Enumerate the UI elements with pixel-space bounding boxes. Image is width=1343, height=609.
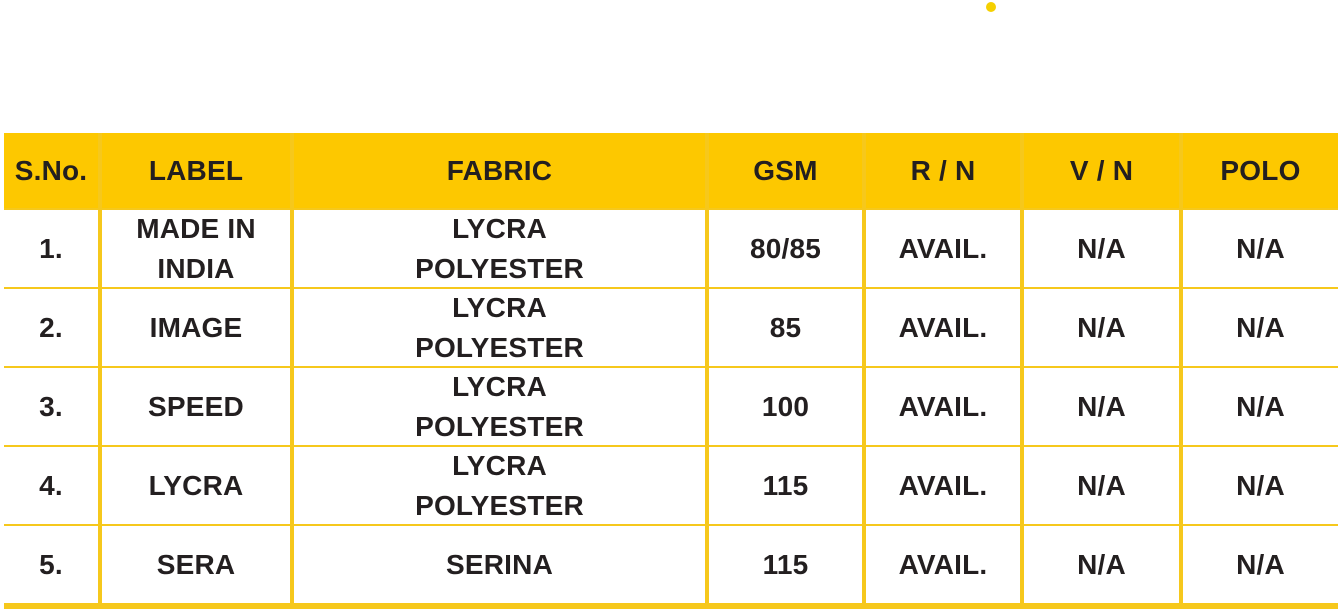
cell-fabric-line: POLYESTER — [415, 410, 584, 442]
cell-rn: AVAIL. — [866, 368, 1020, 445]
cell-label: LYCRA — [102, 447, 290, 524]
cell-polo: N/A — [1183, 289, 1338, 366]
cell-polo: N/A — [1183, 368, 1338, 445]
cell-label: SERA — [102, 526, 290, 603]
header-rn: R / N — [866, 133, 1020, 208]
cell-gsm: 115 — [709, 526, 862, 603]
cell-polo: N/A — [1183, 526, 1338, 603]
header-gsm: GSM — [709, 133, 862, 208]
cell-fabric: LYCRA POLYESTER — [294, 368, 705, 445]
cell-rn: AVAIL. — [866, 447, 1020, 524]
cell-rn: AVAIL. — [866, 289, 1020, 366]
cell-label: IMAGE — [102, 289, 290, 366]
cell-vn: N/A — [1024, 526, 1179, 603]
fabric-table: S.No. LABEL FABRIC GSM R / N V / N POLO … — [4, 133, 1338, 609]
cell-gsm: 85 — [709, 289, 862, 366]
cell-rn: AVAIL. — [866, 210, 1020, 287]
cell-fabric-line: POLYESTER — [415, 331, 584, 363]
cell-fabric-line: LYCRA — [452, 370, 547, 402]
cell-vn: N/A — [1024, 368, 1179, 445]
cell-fabric-line: LYCRA — [452, 212, 547, 244]
cell-fabric: LYCRA POLYESTER — [294, 289, 705, 366]
cell-label-line: SERA — [156, 548, 236, 580]
cell-label-line: INDIA — [157, 252, 235, 284]
cell-vn: N/A — [1024, 210, 1179, 287]
cell-fabric: LYCRA POLYESTER — [294, 210, 705, 287]
cell-vn: N/A — [1024, 289, 1179, 366]
header-label: LABEL — [102, 133, 290, 208]
header-polo: POLO — [1183, 133, 1338, 208]
cell-label-line: MADE IN — [136, 212, 256, 244]
cell-polo: N/A — [1183, 210, 1338, 287]
header-sno: S.No. — [4, 133, 98, 208]
cell-fabric: LYCRA POLYESTER — [294, 447, 705, 524]
cell-sno: 2. — [4, 289, 98, 366]
cell-fabric-line: SERINA — [446, 548, 553, 580]
cell-label: MADE IN INDIA — [102, 210, 290, 287]
cell-gsm: 80/85 — [709, 210, 862, 287]
cell-sno: 5. — [4, 526, 98, 603]
yellow-dot-decoration — [986, 2, 996, 12]
cell-label-line: IMAGE — [149, 311, 243, 343]
cell-label: SPEED — [102, 368, 290, 445]
cell-gsm: 100 — [709, 368, 862, 445]
cell-label-line: LYCRA — [148, 469, 244, 501]
cell-fabric-line: LYCRA — [452, 449, 547, 481]
header-vn: V / N — [1024, 133, 1179, 208]
cell-polo: N/A — [1183, 447, 1338, 524]
cell-fabric-line: POLYESTER — [415, 489, 584, 521]
cell-label-line: SPEED — [148, 390, 244, 422]
cell-fabric-line: LYCRA — [452, 291, 547, 323]
cell-sno: 3. — [4, 368, 98, 445]
cell-sno: 4. — [4, 447, 98, 524]
cell-fabric-line: POLYESTER — [415, 252, 584, 284]
cell-gsm: 115 — [709, 447, 862, 524]
cell-vn: N/A — [1024, 447, 1179, 524]
cell-fabric: SERINA — [294, 526, 705, 603]
cell-rn: AVAIL. — [866, 526, 1020, 603]
header-fabric: FABRIC — [294, 133, 705, 208]
cell-sno: 1. — [4, 210, 98, 287]
